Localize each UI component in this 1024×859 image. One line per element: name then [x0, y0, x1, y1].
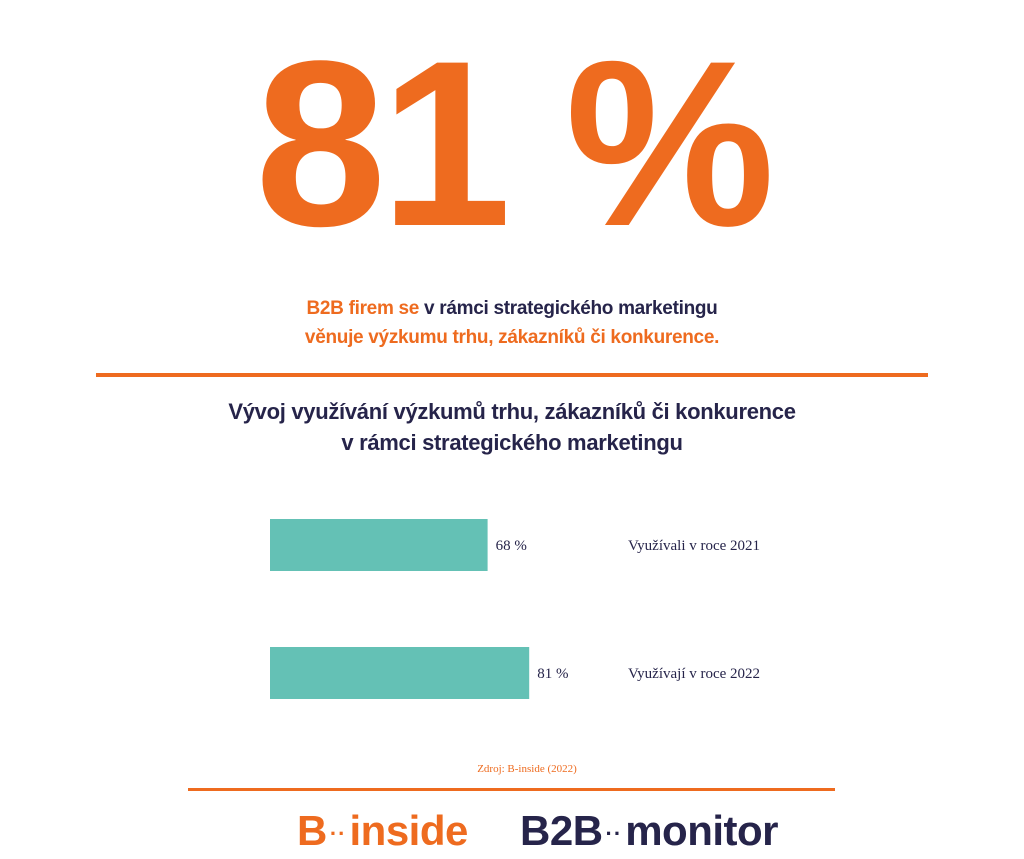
- logo-row: B ··inside B2B ··monitor: [0, 806, 1024, 856]
- bottom-divider: [188, 788, 835, 791]
- subtitle-orange-part: B2B firem se: [306, 298, 420, 319]
- source-note: Zdroj: B-inside (2022): [477, 763, 577, 775]
- binside-logo: B ··inside: [297, 807, 468, 854]
- headline-subtitle: B2B firem se v rámci strategického marke…: [0, 294, 1024, 352]
- subtitle-line-2: věnuje výzkumu trhu, zákazníků či konkur…: [304, 327, 720, 348]
- bar-1: [270, 519, 488, 571]
- chart-title-line-2: v rámci strategického marketingu: [341, 430, 683, 455]
- subtitle-navy-part: v rámci strategického marketingu: [419, 298, 718, 319]
- bar-value-label-2: 81 %: [537, 666, 568, 682]
- bar-chart: 68 % Využívali v roce 2021 81 % Využívají v…: [270, 519, 760, 699]
- bar-2: [270, 647, 530, 699]
- headline-stat: 81 %: [255, 12, 775, 276]
- top-divider: [96, 373, 928, 377]
- category-label-1: Využívali v roce 2021: [628, 538, 760, 554]
- subtitle-line-1: B2B firem se v rámci strategického marke…: [0, 294, 1024, 323]
- bar-value-label-1: 68 %: [496, 538, 527, 554]
- chart-title-line-1: Vývoj využívání výzkumů trhu, zákazníků …: [228, 399, 796, 424]
- b2bmonitor-logo: B2B ··monitor: [520, 807, 778, 854]
- category-label-2: Využívají v roce 2022: [628, 666, 760, 682]
- chart-title: Vývoj využívání výzkumů trhu, zákazníků …: [0, 396, 1024, 458]
